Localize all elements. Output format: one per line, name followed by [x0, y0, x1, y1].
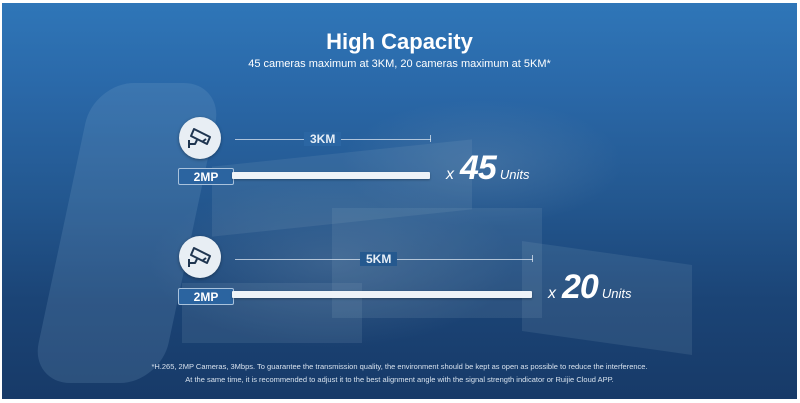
camera-count: x 45 Units: [446, 149, 529, 188]
distance-label: 3KM: [304, 132, 342, 146]
count-value: 20: [562, 268, 599, 306]
distance-bar: [232, 291, 532, 298]
count-units: Units: [499, 167, 530, 182]
footnote: *H.265, 2MP Cameras, 3Mbps. To guarantee…: [2, 360, 797, 386]
count-units: Units: [601, 286, 632, 301]
count-value: 45: [460, 149, 497, 187]
camera-count: x 20 Units: [548, 268, 631, 307]
distance-bar: [232, 172, 430, 179]
camera-icon: [188, 128, 211, 148]
resolution-badge: 2MP: [178, 168, 234, 185]
multiplier-sign: x: [548, 285, 556, 302]
footnote-line-2: At the same time, it is recommended to a…: [185, 375, 614, 384]
camera-icon-circle: [179, 236, 221, 278]
camera-icon: [188, 247, 211, 267]
camera-icon-circle: [179, 117, 221, 159]
page-subtitle: 45 cameras maximum at 3KM, 20 cameras ma…: [248, 58, 551, 70]
multiplier-sign: x: [446, 166, 454, 183]
page-title: High Capacity: [326, 29, 473, 54]
high-capacity-banner: High Capacity 45 cameras maximum at 3KM,…: [2, 3, 797, 399]
distance-label: 5KM: [360, 252, 398, 266]
distance-end-tick: [430, 135, 431, 142]
resolution-badge: 2MP: [178, 288, 234, 305]
footnote-line-1: *H.265, 2MP Cameras, 3Mbps. To guarantee…: [151, 362, 648, 371]
distance-end-tick: [532, 255, 533, 262]
